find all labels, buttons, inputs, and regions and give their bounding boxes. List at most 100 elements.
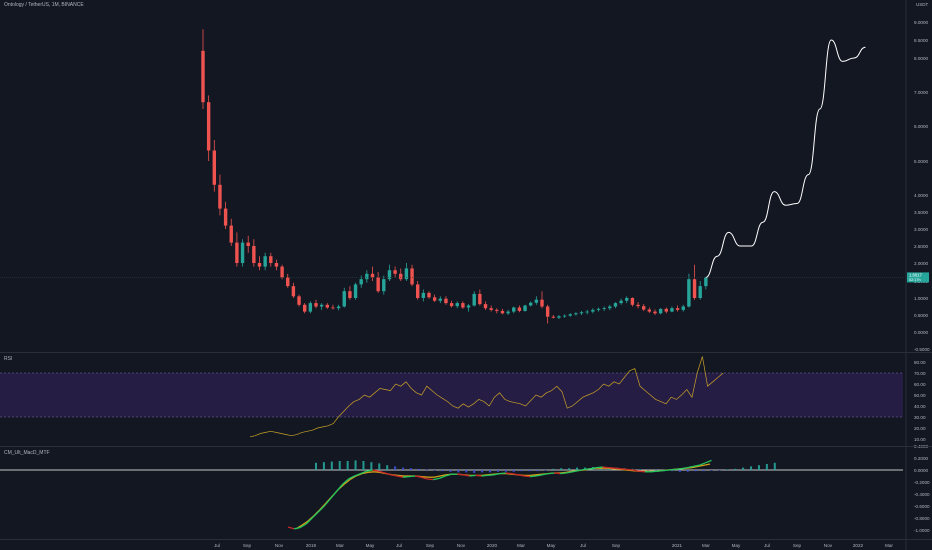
macd-line-segment: [493, 472, 500, 476]
macd-histogram-bar: [481, 470, 484, 473]
macd-line-segment: [475, 474, 482, 477]
macd-tick-label: -0.4000: [914, 492, 930, 497]
candle-body: [466, 305, 471, 308]
macd-tick-label: 0.2000: [914, 456, 928, 461]
price-tick-label: 0.0000: [914, 330, 928, 335]
macd-line-segment: [463, 474, 470, 477]
macd-line-segment: [293, 526, 301, 530]
candle: [359, 275, 363, 288]
macd-line-segment: [584, 468, 591, 471]
candle-body: [303, 304, 307, 312]
candle: [382, 275, 386, 295]
macd-line-segment: [566, 471, 573, 474]
candle-body: [596, 308, 601, 310]
candle: [675, 305, 680, 312]
time-tick-label: 2020: [487, 543, 498, 548]
candle: [647, 307, 652, 313]
candle: [630, 297, 635, 307]
candle: [308, 301, 313, 314]
macd-line-segment: [699, 462, 706, 466]
macd-line-segment: [554, 472, 561, 475]
macd-line-segment: [590, 466, 597, 470]
time-tick-label: Jul: [764, 543, 770, 548]
macd-tick-label: -1.0000: [914, 528, 930, 533]
macd-line-segment: [317, 505, 325, 513]
symbol-title: Ontology / TetherUS, 1M, BINANCE: [4, 2, 84, 8]
candle-body: [376, 277, 380, 292]
macd-histogram-bar: [568, 468, 571, 470]
candle-body: [579, 312, 584, 314]
candle-body: [206, 102, 211, 151]
candle-body: [647, 309, 652, 312]
candle-body: [608, 306, 612, 309]
candle: [297, 294, 301, 307]
macd-tick-label: -0.2000: [914, 480, 930, 485]
price-tick-label: 6.0000: [914, 124, 928, 129]
price-tick-label: 2.5000: [914, 244, 928, 249]
macd-signal-segment: [397, 474, 405, 477]
candle-body: [223, 208, 228, 226]
candle-body: [670, 308, 674, 312]
macd-line-segment: [457, 473, 464, 476]
candle-body: [574, 313, 578, 315]
macd-line-segment: [396, 475, 404, 478]
rsi-label: RSI: [4, 356, 13, 362]
candle: [692, 264, 697, 300]
candle: [529, 301, 533, 307]
candle-body: [478, 293, 482, 305]
macd-histogram-bar: [465, 470, 468, 473]
time-tick-label: Nov: [824, 543, 833, 548]
candle: [478, 289, 482, 306]
macd-histogram-bar: [757, 465, 760, 470]
macd-histogram-bar: [504, 470, 507, 472]
macd-histogram-bar: [544, 470, 547, 471]
candle-body: [410, 268, 414, 285]
macd-line-segment: [360, 470, 367, 475]
macd-line-segment: [287, 526, 295, 530]
macd-line-segment: [638, 470, 646, 473]
macd-line-segment: [578, 468, 585, 472]
candle: [540, 291, 544, 309]
macd-line-segment: [523, 475, 531, 478]
candle-body: [382, 279, 386, 292]
price-tick-label: 7.0000: [914, 90, 928, 95]
candle: [681, 304, 685, 312]
macd-histogram-bar: [386, 465, 389, 470]
macd-tick-label: 0.0000: [914, 468, 928, 473]
macd-line-segment: [329, 491, 337, 500]
macd-line-segment: [681, 466, 688, 470]
price-tick-label: 0.5000: [914, 313, 928, 318]
macd-tick-label: -0.8000: [914, 516, 930, 521]
macd-line-segment: [348, 475, 355, 480]
candle-body: [416, 284, 420, 298]
time-tick-label: Jul: [214, 543, 220, 548]
macd-line-segment: [663, 469, 670, 472]
candle: [596, 307, 601, 312]
candle: [280, 264, 284, 280]
macd-histogram-bar: [773, 462, 776, 470]
time-tick-label: Mar: [702, 543, 710, 548]
candle: [698, 281, 702, 300]
candle-body: [613, 303, 618, 307]
candle: [410, 264, 414, 287]
candle: [472, 291, 476, 307]
macd-line-segment: [669, 468, 676, 471]
candle-body: [489, 308, 493, 310]
candle-body: [257, 263, 262, 267]
candle-body: [438, 298, 442, 301]
candle-body: [399, 273, 403, 280]
projection-line: [705, 39, 866, 278]
candle-body: [314, 303, 318, 307]
candle: [534, 296, 539, 305]
candle-body: [393, 270, 397, 274]
candle: [449, 300, 454, 308]
price-tick-label: 4.0000: [914, 193, 928, 198]
rsi-tick-label: 30.00: [914, 415, 926, 420]
candle-body: [658, 308, 663, 314]
macd-line-segment: [705, 459, 712, 464]
macd-histogram-bar: [710, 470, 713, 471]
rsi-panel: 80.00 70.00 60.00 50.00 40.00 30.00 20.00 10.00: [0, 356, 926, 442]
macd-line-segment: [596, 466, 603, 469]
macd-line-segment: [439, 475, 446, 480]
macd-histogram-bar: [378, 463, 381, 470]
